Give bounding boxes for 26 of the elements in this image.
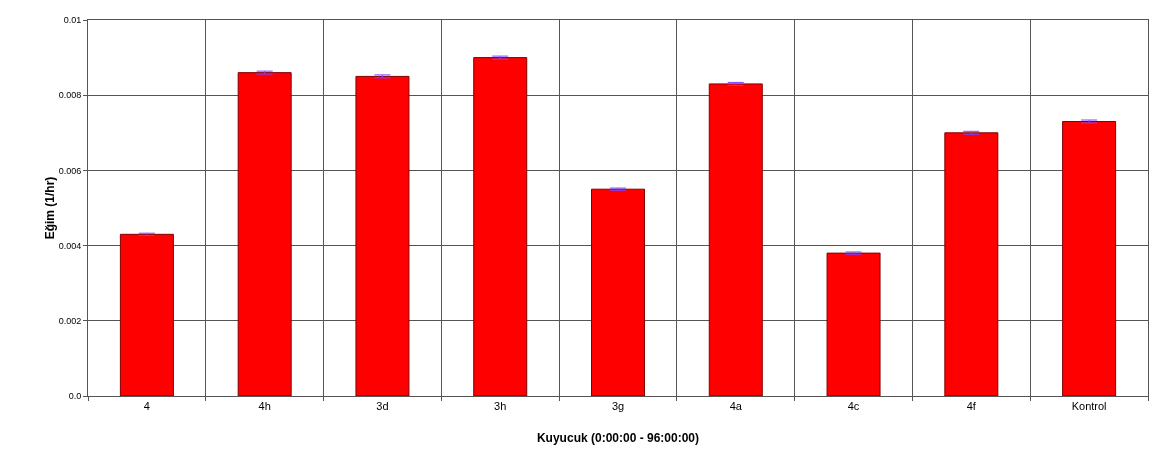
y-tick-label: 0.0	[68, 391, 82, 402]
x-tick-label: 3d	[376, 400, 389, 413]
x-tick-label: 4h	[258, 400, 271, 413]
x-tick-label: 4a	[729, 400, 743, 413]
x-tick-label: 3h	[494, 400, 507, 413]
bar	[944, 132, 999, 396]
y-tick-label: 0.004	[58, 240, 82, 251]
bar	[473, 57, 528, 396]
bar	[708, 83, 763, 396]
y-tick-label: 0.006	[58, 165, 82, 176]
bar	[119, 233, 174, 396]
bar	[355, 75, 410, 396]
bar	[237, 72, 292, 396]
y-tick-label: 0.008	[58, 90, 82, 101]
x-tick-label: 3g	[611, 400, 625, 413]
y-axis-title: Eğim (1/hr)	[42, 176, 57, 240]
x-axis-title: Kuyucuk (0:00:00 - 96:00:00)	[536, 431, 700, 445]
bar	[1062, 121, 1117, 396]
y-tick-label: 0.01	[63, 15, 82, 26]
x-tick-label: Kontrol	[1071, 400, 1107, 413]
x-tick-label: 4	[143, 400, 150, 413]
x-tick-label: 4c	[847, 400, 860, 413]
bar	[826, 252, 881, 396]
x-tick-label: 4f	[966, 400, 977, 413]
y-tick-label: 0.002	[58, 315, 82, 326]
bar	[591, 188, 645, 396]
